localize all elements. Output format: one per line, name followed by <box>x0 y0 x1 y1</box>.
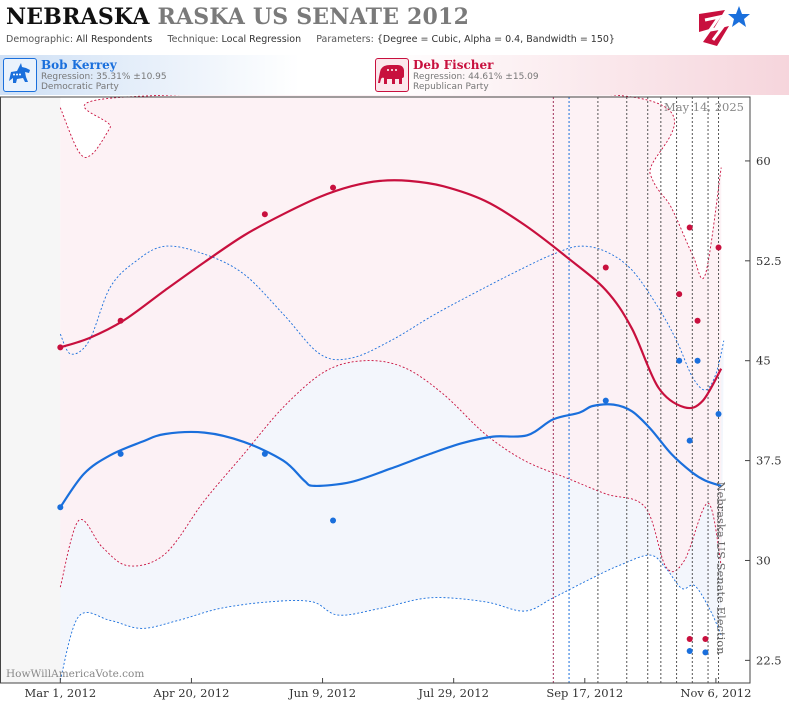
poll-point <box>330 517 337 524</box>
candidate-name: Deb Fischer <box>413 58 494 72</box>
elephant-icon <box>375 58 409 92</box>
y-tick-label: 30 <box>756 553 771 567</box>
parameters-line: Demographic: All Respondents Technique: … <box>6 34 615 45</box>
poll-point <box>676 357 683 364</box>
band-upper-line <box>59 245 725 391</box>
parameters-label: Parameters: <box>316 34 374 45</box>
poll-point <box>702 636 709 643</box>
poll-point <box>686 437 693 444</box>
page-title-sub: RASKA US SENATE 2012 <box>157 4 470 30</box>
poll-point <box>117 317 124 324</box>
band-upper-line <box>59 95 722 280</box>
technique-value: Local Regression <box>221 34 302 45</box>
candidate-party: Republican Party <box>413 82 489 92</box>
logo-icon <box>699 6 750 46</box>
poll-point <box>676 291 683 298</box>
poll-point <box>261 211 268 218</box>
poll-point <box>694 317 701 324</box>
x-tick-label: Apr 20, 2012 <box>152 686 229 700</box>
axes: 22.5 30 37.5 45 52.5 60 Mar 1, 2012 Apr 20, 201… <box>0 96 782 700</box>
demographic-label: Demographic: <box>6 34 74 45</box>
series-line <box>59 403 722 508</box>
poll-point <box>686 636 693 643</box>
chart-area: 22.5 30 37.5 45 52.5 60 Mar 1, 2012 Apr 20, 201… <box>0 95 782 700</box>
donkey-icon <box>3 58 37 92</box>
y-tick-label: 52.5 <box>756 254 782 268</box>
candidate-regression: Regression: 35.31% ±10.95 <box>41 72 167 82</box>
watermark: HowWillAmericaVote.com <box>6 668 144 680</box>
y-tick-label: 60 <box>756 154 771 168</box>
chart-background <box>0 97 61 683</box>
band-lower-line <box>59 360 722 588</box>
demographic-value: All Respondents <box>76 34 153 45</box>
x-tick-label: Sep 17, 2012 <box>546 686 623 700</box>
candidate-regression: Regression: 44.61% ±15.09 <box>413 72 539 82</box>
poll-point <box>715 410 722 417</box>
event-lines <box>552 97 720 683</box>
y-tick-label: 45 <box>756 354 771 368</box>
x-tick-label: Mar 1, 2012 <box>24 686 96 700</box>
poll-point <box>57 344 64 351</box>
chart-title: Nebraska US Senate Election <box>714 481 728 655</box>
poll-point <box>57 504 64 511</box>
poll-point <box>715 244 722 251</box>
poll-point <box>702 649 709 656</box>
technique-label: Technique: <box>167 34 219 45</box>
date-stamp: May 14, 2025 <box>664 100 744 114</box>
poll-point <box>330 184 337 191</box>
poll-point <box>694 357 701 364</box>
poll-points <box>57 184 722 656</box>
poll-point <box>602 264 609 271</box>
y-tick-label: 22.5 <box>756 653 782 667</box>
poll-point <box>261 450 268 457</box>
pre-period-shade <box>0 97 61 683</box>
poll-point <box>686 224 693 231</box>
series-line <box>59 179 723 410</box>
page-title-main: NEBRASKA <box>6 4 150 30</box>
candidate-name: Bob Kerrey <box>41 58 117 72</box>
y-tick-label: 37.5 <box>756 454 782 468</box>
poll-point <box>602 397 609 404</box>
page-title: NEBRASKA RASKA US SENATE 2012 <box>6 4 469 30</box>
poll-point <box>686 648 693 655</box>
x-tick-label: Jul 29, 2012 <box>417 686 489 700</box>
poll-point <box>117 450 124 457</box>
parameters-value: {Degree = Cubic, Alpha = 0.4, Bandwidth … <box>376 34 615 45</box>
confidence-bands <box>59 95 725 681</box>
candidate-party: Democratic Party <box>41 82 119 92</box>
series-lines <box>59 179 723 508</box>
x-tick-label: Nov 6, 2012 <box>680 686 751 700</box>
candidate-legend: Bob Kerrey Regression: 35.31% ±10.95 Dem… <box>0 55 789 95</box>
plot-frame <box>0 96 751 684</box>
x-tick-label: Jun 9, 2012 <box>288 686 356 700</box>
